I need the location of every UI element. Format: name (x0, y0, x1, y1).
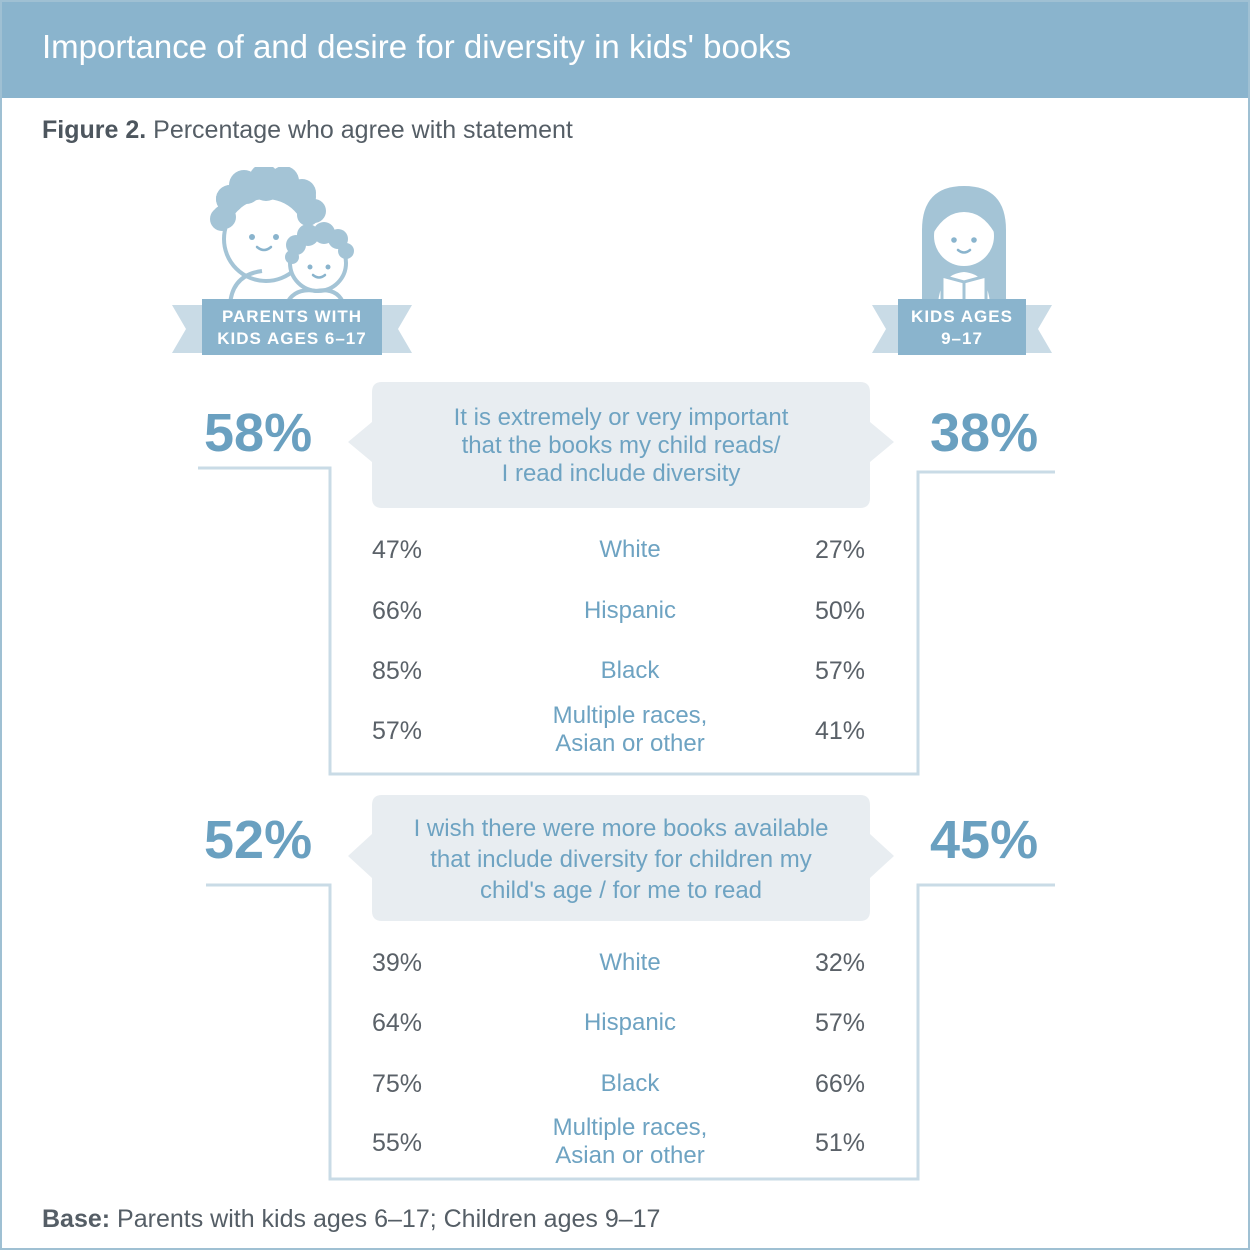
s2-multiple-parents: 55% (372, 1129, 423, 1157)
s1-white-kids: 27% (815, 536, 866, 564)
figure-caption: Figure 2. Percentage who agree with stat… (42, 116, 573, 145)
statement1-line: that the books my child reads/ (461, 432, 781, 459)
statement2-parents-total: 52% (204, 810, 313, 870)
s2-multiple-kids: 51% (815, 1129, 866, 1157)
s1-black-parents: 85% (372, 657, 423, 685)
statement2-line: that include diversity for children my (430, 846, 812, 873)
statement2-line: I wish there were more books available (413, 815, 829, 842)
kids-label-line2: 9–17 (941, 329, 983, 348)
statement1-line: It is extremely or very important (453, 404, 789, 431)
page-title: Importance of and desire for diversity i… (42, 28, 792, 65)
statement2-kids-total: 45% (930, 810, 1039, 870)
s1-multiple-parents: 57% (372, 717, 423, 745)
statement1-text: It is extremely or very important that t… (372, 404, 870, 488)
base-note: Base: Parents with kids ages 6–17; Child… (42, 1205, 660, 1234)
header-bar: Importance of and desire for diversity i… (2, 2, 1248, 98)
parent-child-illustration (210, 167, 354, 306)
statement1-parents-total: 58% (204, 403, 313, 463)
s1-black-label: Black (600, 657, 660, 684)
child-hair-icon (285, 222, 354, 264)
s2-multiple-label: Multiple races, Asian or other (530, 1114, 730, 1170)
figure-caption-text: Percentage who agree with statement (153, 116, 573, 144)
statement2-line: child's age / for me to read (479, 877, 763, 904)
base-label: Base: (42, 1205, 111, 1233)
s2-multiple-label-line: Asian or other (555, 1142, 705, 1169)
s1-white-parents: 47% (372, 536, 423, 564)
statement1-panel (348, 382, 894, 508)
s2-black-kids: 66% (815, 1070, 866, 1098)
s1-hispanic-label: Hispanic (583, 597, 677, 624)
s2-white-label: White (599, 949, 661, 976)
s2-black-label: Black (600, 1070, 660, 1097)
s1-hispanic-kids: 50% (815, 597, 866, 625)
kids-ribbon: KIDS AGES 9–17 (872, 299, 1052, 355)
block2-outline (206, 883, 1055, 1181)
s2-hispanic-parents: 64% (372, 1009, 423, 1037)
figure-number: Figure 2. (42, 116, 147, 144)
statement1-line: I read include diversity (501, 460, 741, 487)
s1-multiple-label-line: Multiple races, (552, 702, 708, 729)
kid-reading-illustration (922, 186, 1006, 307)
s1-black-kids: 57% (815, 657, 866, 685)
s1-white-label: White (599, 536, 661, 563)
kids-label-line1: KIDS AGES (911, 307, 1013, 326)
s2-white-kids: 32% (815, 949, 866, 977)
s2-black-parents: 75% (372, 1070, 423, 1098)
s2-hispanic-label: Hispanic (583, 1009, 677, 1036)
s2-white-parents: 39% (372, 949, 423, 977)
s1-multiple-kids: 41% (815, 717, 866, 745)
statement2-text: I wish there were more books available t… (372, 813, 870, 906)
parents-ribbon: PARENTS WITH KIDS AGES 6–17 (172, 299, 412, 355)
parents-label-line1: PARENTS WITH (222, 307, 362, 326)
s1-multiple-label: Multiple races, Asian or other (530, 702, 730, 758)
s2-hispanic-kids: 57% (815, 1009, 866, 1037)
block1-outline (198, 466, 1055, 776)
s1-hispanic-parents: 66% (372, 597, 423, 625)
parents-label-line2: KIDS AGES 6–17 (217, 329, 366, 348)
base-text: Parents with kids ages 6–17; Children ag… (117, 1205, 661, 1233)
statement2-panel (348, 795, 894, 921)
statement1-kids-total: 38% (930, 403, 1039, 463)
s1-multiple-label-line: Asian or other (555, 730, 705, 757)
s2-multiple-label-line: Multiple races, (552, 1114, 708, 1141)
